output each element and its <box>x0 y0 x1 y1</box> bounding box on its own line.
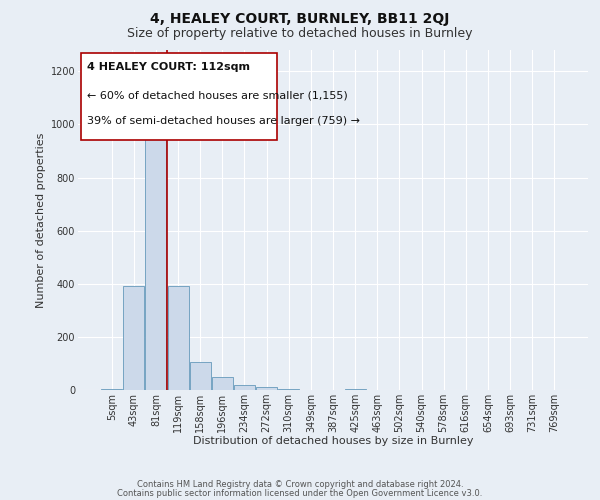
Bar <box>190 362 211 390</box>
Text: Contains HM Land Registry data © Crown copyright and database right 2024.: Contains HM Land Registry data © Crown c… <box>137 480 463 489</box>
Text: Size of property relative to detached houses in Burnley: Size of property relative to detached ho… <box>127 28 473 40</box>
Bar <box>145 135 166 390</box>
FancyBboxPatch shape <box>80 54 277 140</box>
Bar <box>278 388 299 390</box>
Bar <box>234 384 255 390</box>
Text: 4, HEALEY COURT, BURNLEY, BB11 2QJ: 4, HEALEY COURT, BURNLEY, BB11 2QJ <box>151 12 449 26</box>
Bar <box>256 388 277 390</box>
Bar <box>344 388 365 390</box>
Y-axis label: Number of detached properties: Number of detached properties <box>37 132 46 308</box>
Text: 4 HEALEY COURT: 112sqm: 4 HEALEY COURT: 112sqm <box>86 62 250 72</box>
Text: ← 60% of detached houses are smaller (1,155): ← 60% of detached houses are smaller (1,… <box>86 91 347 101</box>
Bar <box>212 376 233 390</box>
Text: Contains public sector information licensed under the Open Government Licence v3: Contains public sector information licen… <box>118 489 482 498</box>
Bar <box>167 286 188 390</box>
X-axis label: Distribution of detached houses by size in Burnley: Distribution of detached houses by size … <box>193 436 473 446</box>
Bar <box>101 388 122 390</box>
Bar <box>124 286 145 390</box>
Text: 39% of semi-detached houses are larger (759) →: 39% of semi-detached houses are larger (… <box>86 116 359 126</box>
